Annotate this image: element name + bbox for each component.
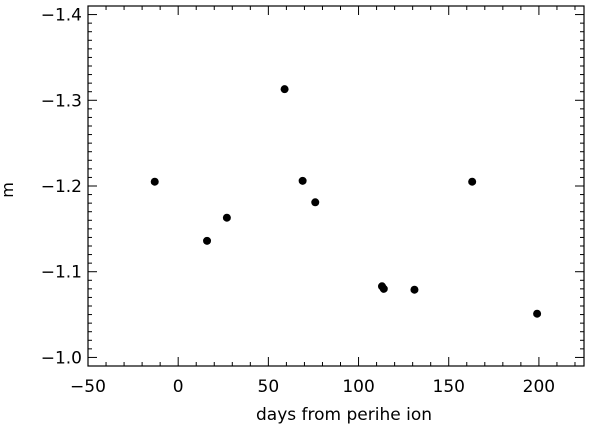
x-axis-label: days from perihe ion [256, 405, 432, 425]
x-axis-ticks: −50 0 50 100 150 200 [70, 6, 576, 397]
data-point [410, 285, 419, 294]
data-point [533, 309, 542, 318]
data-point [468, 177, 477, 186]
data-point [203, 236, 212, 245]
y-axis-label: m [0, 182, 17, 198]
data-points [150, 85, 542, 318]
data-point [150, 177, 159, 186]
y-axis-ticks: −1.0 −1.1 −1.2 −1.3 −1.4 [41, 6, 584, 368]
data-point [379, 284, 388, 293]
data-point [311, 198, 320, 207]
y-tick-label: −1.4 [41, 6, 82, 26]
y-tick-label: −1.3 [41, 91, 82, 111]
data-point [280, 85, 289, 94]
x-tick-label: 150 [433, 377, 465, 397]
y-tick-label: −1.2 [41, 177, 82, 197]
x-tick-label: 100 [342, 377, 374, 397]
x-tick-label: 50 [258, 377, 280, 397]
data-point [298, 176, 307, 185]
x-tick-label: −50 [70, 377, 106, 397]
x-tick-label: 0 [173, 377, 184, 397]
y-tick-label: −1.0 [41, 348, 82, 368]
x-tick-label: 200 [523, 377, 555, 397]
data-point [222, 213, 231, 222]
y-tick-label: −1.1 [41, 263, 82, 283]
